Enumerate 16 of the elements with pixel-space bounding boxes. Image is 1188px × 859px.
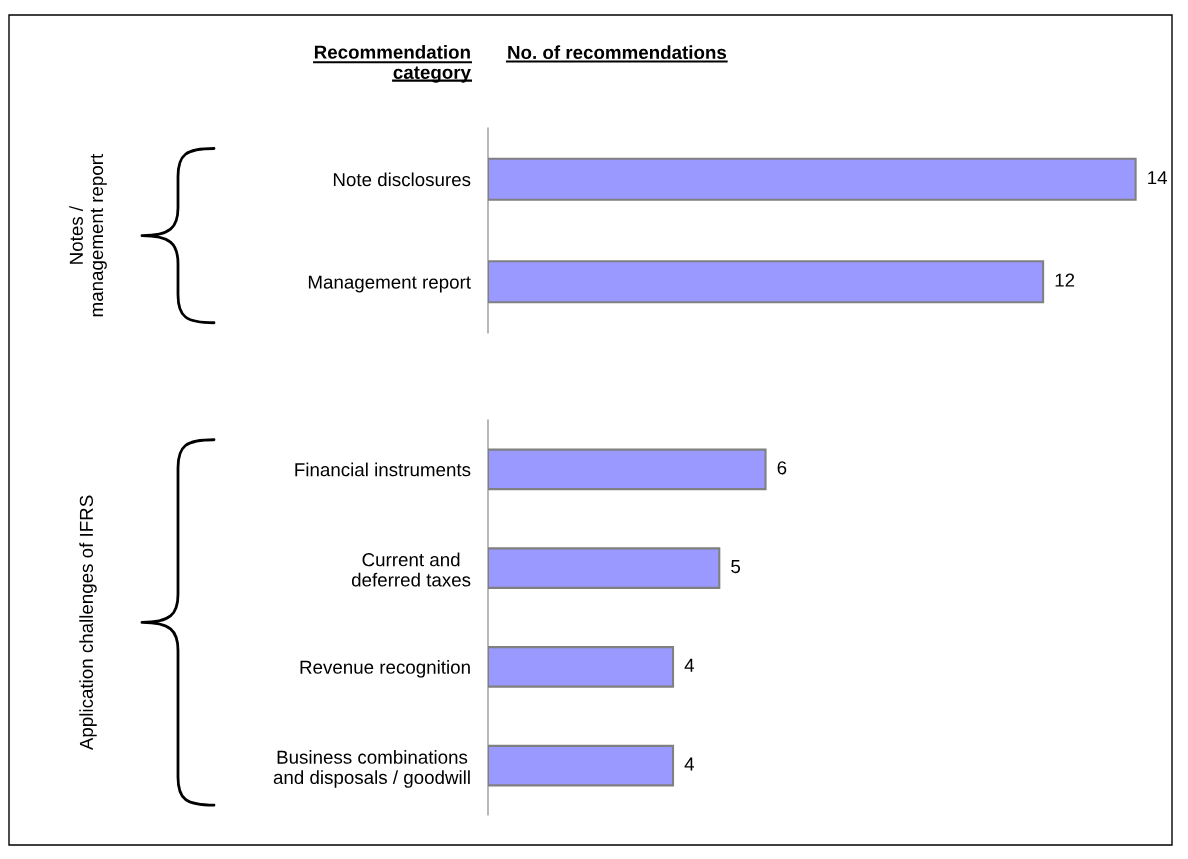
data-label: 6 [777,461,787,475]
x-axis-title: No. of recommendations [508,45,727,60]
data-label: 4 [684,757,695,771]
y-tick-label: Financial instruments [295,462,471,477]
y-axis-title: Notes / management report [69,153,107,317]
text: Recommendation category [314,45,471,83]
y-tick-label: Current and deferred taxes [351,552,471,587]
y-tick-label: Business combinations and disposals / goodwill [273,750,470,788]
y-tick-label: Note disclosures [333,172,471,187]
data-label: 12 [1055,273,1075,287]
data-label: 14 [1148,171,1168,185]
data-label: 4 [684,658,695,672]
y-tick-label: Management report [308,275,471,293]
y-axis-title: Application challenges of IFRS [79,495,97,751]
data-label: 5 [731,560,741,574]
y-tick-label: Revenue recognition [300,660,470,678]
